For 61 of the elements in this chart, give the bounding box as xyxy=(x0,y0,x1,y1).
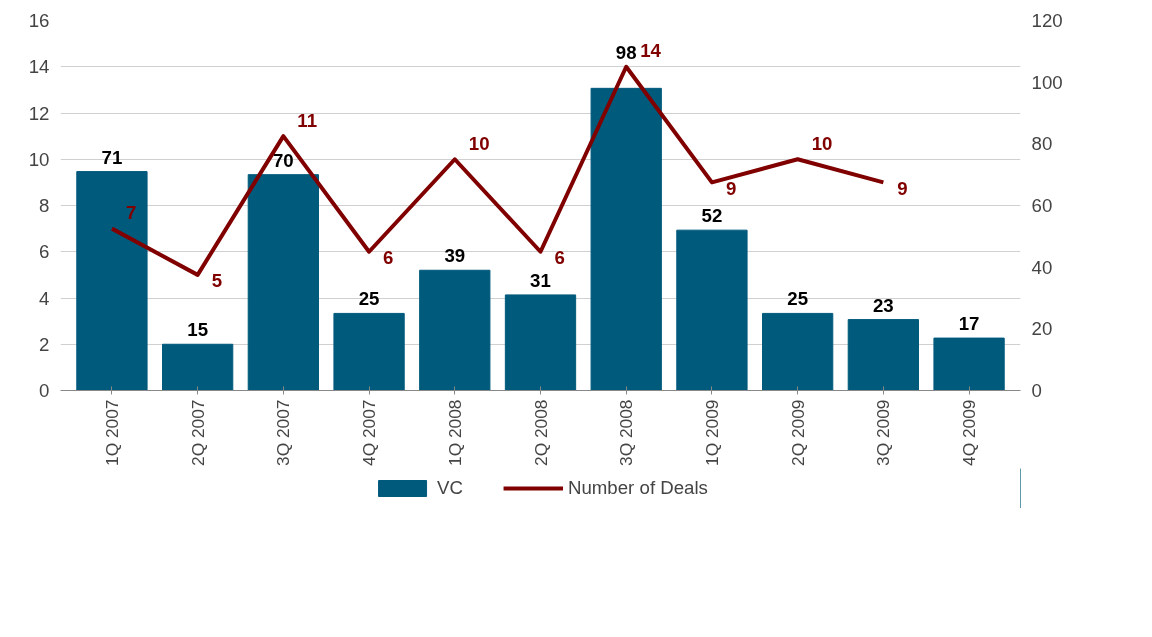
y-tick-label: 8 xyxy=(39,195,50,216)
data-label: 17 xyxy=(958,313,980,335)
data-label: 9 xyxy=(725,177,737,199)
y-tick-label: 4 xyxy=(39,287,50,309)
x-tick-label: 2Q 2008 xyxy=(530,399,551,466)
y-tick-label: 16 xyxy=(28,10,50,31)
data-label: 10 xyxy=(468,132,490,154)
y-tick-label: 12 xyxy=(28,102,50,124)
bar xyxy=(333,312,405,391)
y-tick-label: 0 xyxy=(39,380,50,401)
data-label: 31 xyxy=(530,269,551,291)
x-tick-label: 2Q 2009 xyxy=(787,399,808,466)
y-tick-label: 2 xyxy=(39,333,50,355)
y2-tick-label: 80 xyxy=(1031,133,1053,155)
legend-label: Number of Deals xyxy=(567,477,708,499)
data-label: 98 xyxy=(615,41,637,63)
x-tick-label: 4Q 2007 xyxy=(359,399,380,466)
data-label: 6 xyxy=(383,247,394,269)
bar xyxy=(590,87,662,391)
y2-tick-label: 0 xyxy=(1031,380,1042,401)
data-label: 23 xyxy=(872,294,894,316)
data-label: 52 xyxy=(701,205,723,227)
x-tick-label: 2Q 2007 xyxy=(187,399,208,466)
x-tick-label: 3Q 2009 xyxy=(873,399,894,466)
y2-tick-label: 100 xyxy=(1031,71,1063,93)
y-tick-label: 10 xyxy=(28,148,50,170)
y-tick-label: 14 xyxy=(28,56,50,78)
data-label: 71 xyxy=(101,146,123,168)
y2-tick-label: 60 xyxy=(1031,195,1053,216)
bar xyxy=(162,343,234,391)
data-label: 70 xyxy=(272,149,294,171)
x-tick-label: 4Q 2009 xyxy=(959,399,980,466)
bar xyxy=(504,294,577,391)
data-label: 10 xyxy=(811,132,833,154)
bar xyxy=(762,312,834,391)
data-label: 5 xyxy=(211,270,223,292)
y-tick-label: 6 xyxy=(39,241,50,263)
x-tick-label: 1Q 2007 xyxy=(101,399,122,466)
y2-tick-label: 20 xyxy=(1031,318,1053,340)
data-label: 7 xyxy=(125,202,137,224)
data-label: 11 xyxy=(297,109,318,131)
bar xyxy=(419,269,491,391)
x-tick-label: 1Q 2008 xyxy=(444,399,465,466)
x-tick-label: 3Q 2007 xyxy=(273,399,294,466)
y2-tick-label: 40 xyxy=(1031,256,1053,278)
x-tick-label: 3Q 2008 xyxy=(616,399,637,466)
bar xyxy=(76,171,148,391)
legend-label: VC xyxy=(437,477,463,499)
data-label: 39 xyxy=(444,245,466,267)
data-label: 9 xyxy=(897,177,908,199)
data-label: 25 xyxy=(787,288,809,310)
bar xyxy=(247,174,319,391)
bar xyxy=(847,319,919,391)
data-label: 6 xyxy=(554,247,565,269)
x-tick-label: 1Q 2009 xyxy=(701,399,722,466)
y2-tick-label: 120 xyxy=(1031,10,1063,31)
bar xyxy=(933,337,1005,391)
bar xyxy=(676,229,748,391)
data-label: 14 xyxy=(640,40,662,62)
data-label: 25 xyxy=(358,288,380,310)
data-label: 15 xyxy=(187,319,209,341)
